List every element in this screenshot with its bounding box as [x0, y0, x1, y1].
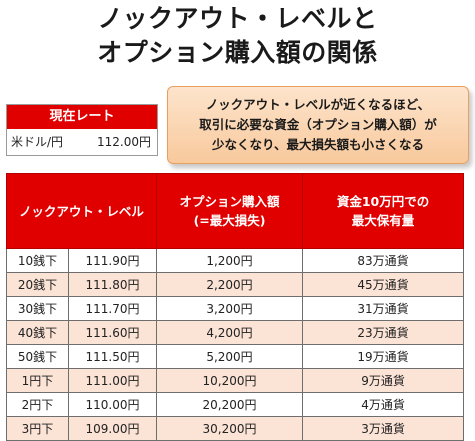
- header-max-holding-line-2: 最大保有量: [351, 213, 415, 228]
- cell-step: 30銭下: [6, 296, 69, 321]
- table-row: 2円下 110.00円 20,200円 4万通貨: [6, 392, 465, 417]
- table-row: 10銭下 111.90円 1,200円 83万通貨: [6, 248, 465, 273]
- cell-step: 10銭下: [6, 248, 69, 273]
- current-rate-box: 現在レート 米ドル/円 112.00円: [6, 104, 158, 156]
- table-row: 40銭下 111.60円 4,200円 23万通貨: [6, 320, 465, 345]
- cell-holding: 3万通貨: [302, 416, 465, 441]
- current-rate-row: 米ドル/円 112.00円: [7, 129, 157, 155]
- cell-holding: 45万通貨: [302, 272, 465, 297]
- header-option-price-line-1: オプション購入額: [179, 194, 280, 209]
- cell-price: 1,200円: [156, 248, 304, 273]
- cell-holding: 83万通貨: [302, 248, 465, 273]
- table-row: 1円下 111.00円 10,200円 9万通貨: [6, 368, 465, 393]
- knockout-table: ノックアウト・レベル オプション購入額 (=最大損失) 資金10万円での 最大保…: [5, 173, 465, 441]
- cell-level: 111.90円: [67, 248, 158, 273]
- cell-price: 4,200円: [156, 320, 304, 345]
- cell-step: 1円下: [6, 368, 69, 393]
- header-option-price-line-2: (=最大損失): [193, 213, 266, 228]
- cell-level: 110.00円: [67, 392, 158, 417]
- cell-holding: 4万通貨: [302, 392, 465, 417]
- cell-step: 20銭下: [6, 272, 69, 297]
- cell-step: 50銭下: [6, 344, 69, 369]
- cell-level: 111.70円: [67, 296, 158, 321]
- table-header-row: ノックアウト・レベル オプション購入額 (=最大損失) 資金10万円での 最大保…: [5, 173, 465, 249]
- header-knockout-level: ノックアウト・レベル: [5, 173, 158, 249]
- header-max-holding: 資金10万円での 最大保有量: [302, 173, 465, 249]
- cell-holding: 19万通貨: [302, 344, 465, 369]
- cell-price: 5,200円: [156, 344, 304, 369]
- table-row: 20銭下 111.80円 2,200円 45万通貨: [6, 272, 465, 297]
- cell-price: 3,200円: [156, 296, 304, 321]
- cell-holding: 31万通貨: [302, 296, 465, 321]
- callout-line-2: 取引に必要な資金（オプション購入額）が: [199, 117, 437, 132]
- title-line-2: オプション購入額の関係: [97, 38, 378, 67]
- cell-holding: 9万通貨: [302, 368, 465, 393]
- cell-step: 2円下: [6, 392, 69, 417]
- page-title: ノックアウト・レベルと オプション購入額の関係: [0, 2, 475, 70]
- cell-holding: 23万通貨: [302, 320, 465, 345]
- cell-price: 2,200円: [156, 272, 304, 297]
- header-option-price: オプション購入額 (=最大損失): [156, 173, 304, 249]
- header-max-holding-line-1: 資金10万円での: [336, 194, 430, 209]
- cell-level: 109.00円: [67, 416, 158, 441]
- title-line-1: ノックアウト・レベルと: [97, 4, 378, 33]
- cell-price: 30,200円: [156, 416, 304, 441]
- current-rate-header: 現在レート: [7, 105, 157, 129]
- cell-level: 111.80円: [67, 272, 158, 297]
- callout-line-1: ノックアウト・レベルが近くなるほど、: [205, 97, 431, 112]
- cell-step: 40銭下: [6, 320, 69, 345]
- current-rate-label: 米ドル/円: [11, 135, 64, 149]
- table-row: 3円下 109.00円 30,200円 3万通貨: [6, 416, 465, 441]
- cell-level: 111.00円: [67, 368, 158, 393]
- table-row: 50銭下 111.50円 5,200円 19万通貨: [6, 344, 465, 369]
- cell-price: 20,200円: [156, 392, 304, 417]
- callout-line-3: 少なくなり、最大損失額も小さくなる: [211, 137, 424, 152]
- cell-price: 10,200円: [156, 368, 304, 393]
- explanation-callout: ノックアウト・レベルが近くなるほど、 取引に必要な資金（オプション購入額）が 少…: [167, 86, 469, 164]
- cell-step: 3円下: [6, 416, 69, 441]
- cell-level: 111.50円: [67, 344, 158, 369]
- cell-level: 111.60円: [67, 320, 158, 345]
- current-rate-value: 112.00円: [97, 135, 151, 149]
- table-row: 30銭下 111.70円 3,200円 31万通貨: [6, 296, 465, 321]
